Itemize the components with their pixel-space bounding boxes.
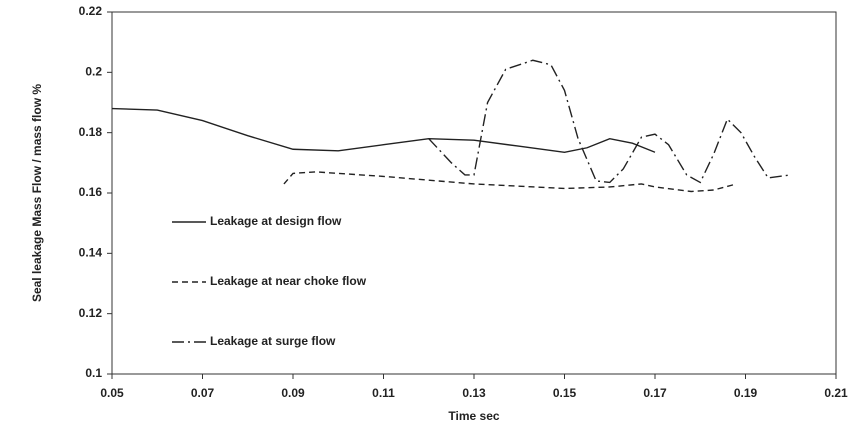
x-tick-label: 0.07 <box>191 386 215 400</box>
y-tick-label: 0.22 <box>79 4 103 18</box>
x-tick-label: 0.13 <box>462 386 486 400</box>
x-tick-label: 0.17 <box>643 386 667 400</box>
y-tick-label: 0.14 <box>79 246 103 260</box>
y-tick-label: 0.12 <box>79 306 103 320</box>
x-tick-label: 0.05 <box>100 386 124 400</box>
x-tick-label: 0.15 <box>553 386 577 400</box>
y-axis-title: Seal leakage Mass Flow / mass flow % <box>30 84 44 302</box>
x-tick-label: 0.11 <box>372 386 395 400</box>
x-tick-label: 0.19 <box>734 386 758 400</box>
x-tick-label: 0.09 <box>281 386 305 400</box>
legend-label: Leakage at design flow <box>210 214 342 228</box>
plot-frame <box>111 11 837 375</box>
y-tick-label: 0.16 <box>79 185 103 199</box>
y-tick-label: 0.1 <box>85 366 102 380</box>
series-line <box>111 107 656 153</box>
x-axis-title: Time sec <box>448 409 499 423</box>
y-tick-label: 0.18 <box>79 125 103 139</box>
series-line <box>283 171 737 193</box>
y-tick-label: 0.2 <box>85 65 102 79</box>
legend-label: Leakage at surge flow <box>210 334 336 348</box>
series-line <box>428 59 791 184</box>
legend-label: Leakage at near choke flow <box>210 274 367 288</box>
x-tick-label: 0.21 <box>824 386 848 400</box>
